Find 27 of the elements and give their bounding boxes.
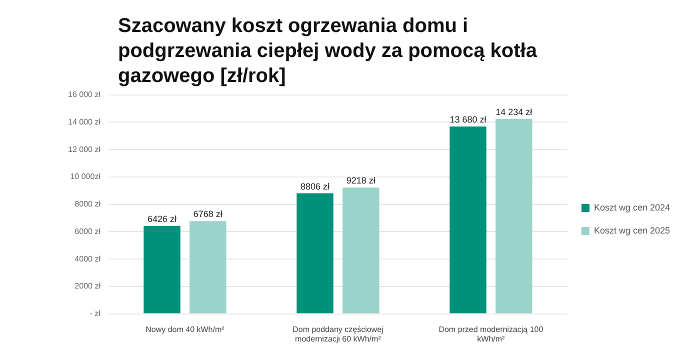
x-tick-label: Nowy dom 40 kWh/m²: [146, 324, 225, 334]
bar: [342, 188, 380, 314]
y-tick-label: 12 000 zł: [68, 144, 101, 154]
y-tick-label: 14 000 zł: [68, 117, 101, 126]
y-tick-label: 6000 zł: [74, 226, 101, 236]
bar: [296, 193, 334, 314]
data-label: 13 680 zł: [450, 114, 486, 125]
bar: [144, 226, 180, 314]
bar: [450, 126, 486, 314]
x-tick-label: Dom poddany częściowej modernizacji 60 kWh/m²: [292, 324, 384, 344]
data-label: 6768 zł: [193, 209, 222, 220]
y-tick-label: 16 000 zł: [68, 90, 101, 100]
data-label: 8806 zł: [300, 181, 330, 192]
x-tick-label: Dom przed modernizacją 100 kWh/m²: [438, 324, 544, 344]
legend-label: Koszt wg cen 2025: [594, 225, 670, 236]
data-label: 6426 zł: [148, 214, 177, 224]
chart-title: Szacowany koszt ogrzewania domu i podgrzewania ciepłej wody za pomocą kotła gazowego [zł/rok]: [118, 14, 538, 89]
legend-label: Koszt wg cen 2024: [594, 202, 670, 212]
bar: [190, 221, 226, 314]
y-tick-label: 2000 zł: [74, 282, 101, 291]
data-label: 14 234 zł: [496, 106, 532, 117]
y-tick-label: 4000 zł: [74, 254, 101, 264]
y-tick-label: - zł: [90, 309, 101, 318]
data-label: 9218 zł: [346, 176, 376, 186]
y-tick-label: 10 000zł: [70, 172, 101, 182]
y-tick-label: 8000 zł: [74, 200, 101, 209]
bar: [496, 118, 532, 314]
